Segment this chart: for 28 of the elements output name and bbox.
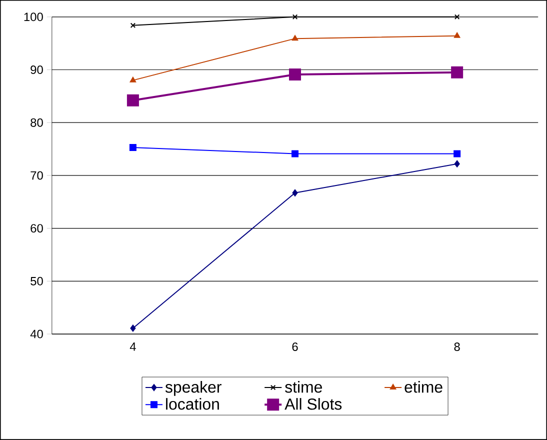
y-tick-label: 100 [24, 12, 43, 22]
point [292, 35, 298, 41]
x-tick-label: 6 [292, 342, 298, 352]
point [292, 189, 298, 196]
point [292, 150, 299, 158]
point [130, 324, 136, 332]
point [126, 94, 139, 106]
x-tick-label: 8 [454, 342, 460, 352]
y-tick-label: 90 [30, 66, 43, 74]
y-tick-label: 50 [30, 276, 43, 286]
y-tick-label: 60 [30, 224, 43, 233]
legend-label: etime [404, 381, 442, 393]
legend-label: stime [285, 381, 322, 393]
y-tick-label: 70 [30, 171, 43, 180]
point [130, 76, 136, 82]
legend-label: location [166, 398, 219, 410]
legend-label: All Slots [284, 398, 342, 410]
point [129, 144, 136, 151]
y-tick-label: 40 [30, 330, 43, 338]
point [289, 68, 302, 81]
legend-label: speaker [165, 381, 222, 396]
point [454, 150, 461, 158]
point [451, 66, 464, 78]
x-tick-label: 4 [130, 342, 136, 351]
point [454, 32, 460, 38]
point [454, 160, 460, 168]
point [292, 14, 298, 20]
y-tick-label: 80 [30, 118, 43, 127]
